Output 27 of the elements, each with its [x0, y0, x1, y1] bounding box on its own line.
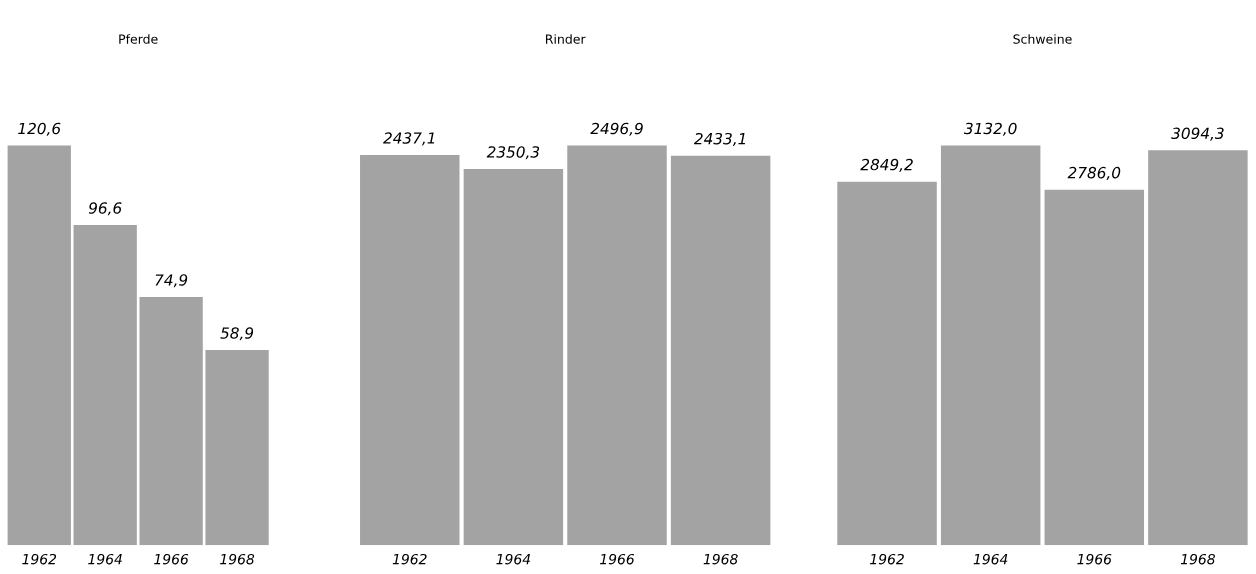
x-tick-label: 1966: [1077, 553, 1112, 565]
data-label: 96,6: [88, 202, 122, 216]
chart-title: Rinder: [546, 34, 586, 44]
x-tick-label: 1964: [88, 553, 122, 565]
chart-title: Schweine: [1013, 34, 1072, 44]
data-label: 3132,0: [963, 122, 1017, 136]
data-label: 2433,1: [693, 132, 746, 147]
data-label: 2350,3: [486, 146, 540, 160]
chart-title: Pferde: [119, 34, 158, 44]
x-tick-label: 1962: [22, 553, 57, 565]
x-tick-label: 1968: [220, 553, 255, 565]
data-label: 2786,0: [1067, 166, 1121, 180]
data-label: 2849,2: [860, 158, 913, 172]
x-tick-label: 1964: [973, 553, 1008, 565]
x-tick-label: 1964: [496, 553, 531, 565]
x-tick-label: 1962: [870, 553, 904, 565]
x-tick-label: 1968: [703, 553, 738, 565]
data-label: 3094,3: [1171, 127, 1224, 141]
x-tick-label: 1968: [1180, 553, 1215, 565]
x-tick-label: 1966: [600, 553, 635, 565]
data-label: 120,6: [18, 122, 61, 136]
data-label: 58,9: [220, 327, 254, 341]
x-tick-label: 1962: [392, 553, 427, 565]
data-label: 2437,1: [383, 132, 435, 146]
data-label: 74,9: [155, 274, 188, 288]
data-label: 2496,9: [590, 122, 643, 136]
x-tick-label: 1966: [154, 553, 189, 565]
